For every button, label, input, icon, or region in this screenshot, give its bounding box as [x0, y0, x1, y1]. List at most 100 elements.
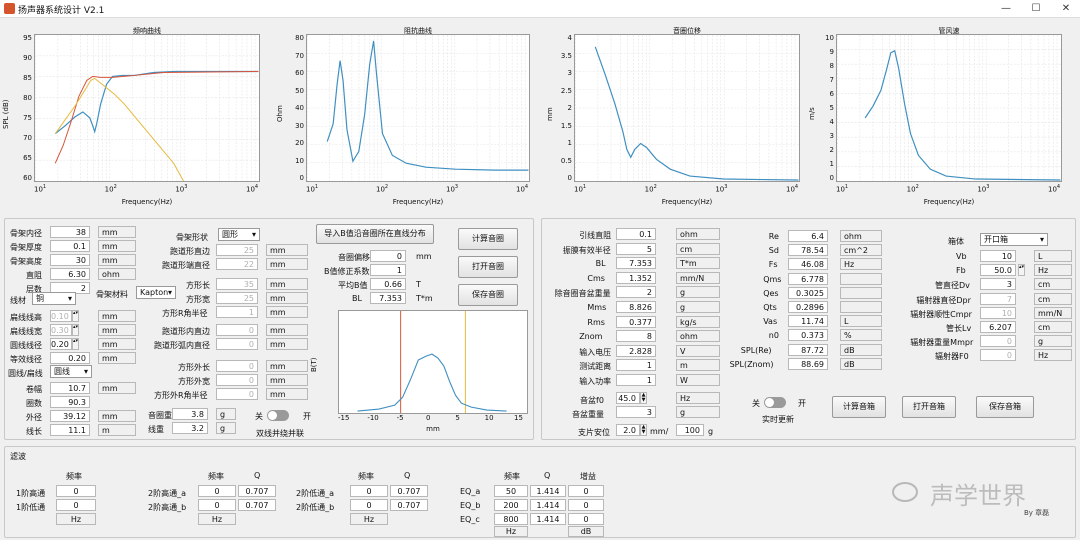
flat-wire-input[interactable]: 0.10	[50, 310, 72, 322]
ts-param-value: 0.373	[788, 329, 828, 342]
flat-wire-input[interactable]: 0.20	[50, 352, 90, 364]
xtick: 104	[516, 184, 529, 194]
coil-param-input[interactable]: 38	[50, 226, 90, 238]
b-field-plot[interactable]	[338, 310, 528, 414]
import-b-button[interactable]: 导入B值沿音圈所在直线分布	[316, 224, 434, 244]
eq-q[interactable]: 1.414	[530, 485, 566, 497]
shape-param-input[interactable]: 0	[216, 360, 258, 372]
hp2a-freq[interactable]: 0	[198, 485, 236, 497]
suspension-spinner[interactable]: ▲ ▼	[640, 424, 647, 436]
hp2a-q[interactable]: 0.707	[238, 485, 276, 497]
eq-q[interactable]: 1.414	[530, 513, 566, 525]
wire-shape-select[interactable]: 圆线	[50, 365, 92, 378]
flat-wire-input[interactable]: 0.20	[50, 338, 72, 350]
window-title: 扬声器系统设计 V2.1	[18, 6, 105, 16]
displacement-plot[interactable]	[574, 34, 800, 182]
flat-wire-spinner[interactable]: ▴▾	[72, 324, 79, 336]
ts-param-label: Fs	[768, 260, 778, 270]
hp2b-freq[interactable]: 0	[198, 499, 236, 511]
driver-param-input[interactable]: 1.352	[616, 271, 656, 284]
driver-param-input[interactable]: 2.828	[616, 344, 656, 357]
flat-wire-spinner[interactable]: ▴▾	[72, 310, 79, 322]
driver-param-input[interactable]: 2	[616, 286, 656, 299]
box-param-input[interactable]: 10	[980, 306, 1016, 319]
driver-param-input[interactable]: 1	[616, 374, 656, 386]
port-velocity-plot[interactable]	[836, 34, 1062, 182]
driver-param-input[interactable]: 8	[616, 330, 656, 343]
eq-q[interactable]: 1.414	[530, 499, 566, 511]
close-icon[interactable]: ✕	[1061, 3, 1071, 14]
maximize-icon[interactable]: ☐	[1031, 3, 1041, 14]
shape-param-input[interactable]: 0	[216, 338, 258, 350]
coil-param-input[interactable]: 30	[50, 254, 90, 266]
b-param-input[interactable]: 0.66	[370, 278, 406, 290]
b-param-input[interactable]: 1	[370, 264, 406, 276]
lp2b-q[interactable]: 0.707	[390, 499, 428, 511]
impedance-plot[interactable]	[306, 34, 530, 182]
eq-freq[interactable]: 200	[494, 499, 528, 511]
driver-param-input[interactable]: 7.353	[616, 257, 656, 270]
driver-param-unit: V	[676, 344, 720, 357]
shape-param-input[interactable]: 35	[216, 278, 258, 290]
eq-freq[interactable]: 800	[494, 513, 528, 525]
freq-response-plot[interactable]	[34, 34, 260, 182]
driver-param-input[interactable]: 0.377	[616, 315, 656, 328]
eq-freq[interactable]: 50	[494, 485, 528, 497]
shape-param-input[interactable]: 25	[216, 292, 258, 304]
driver-param-input[interactable]: 1	[616, 359, 656, 372]
box-param-input[interactable]: 10	[980, 250, 1016, 262]
driver-param-input[interactable]: 8.826	[616, 301, 656, 313]
eq-gain[interactable]: 0	[568, 485, 604, 497]
ts-param-label: Sd	[768, 246, 779, 256]
realtime-toggle[interactable]	[764, 397, 786, 408]
driver-param-input[interactable]: 0.1	[616, 228, 656, 240]
box-type-select[interactable]: 开口箱	[980, 233, 1048, 246]
lp2b-freq[interactable]: 0	[350, 499, 388, 511]
b-param-input[interactable]: 0	[370, 250, 406, 262]
ts-param-unit: L	[840, 315, 882, 328]
flat-wire-input[interactable]: 0.30	[50, 324, 72, 336]
suspension-input2[interactable]: 100	[676, 424, 704, 436]
cone-weight-input[interactable]: 3	[616, 406, 656, 418]
box-param-input[interactable]: 0	[980, 349, 1016, 362]
shape-param-input[interactable]: 0	[216, 374, 258, 386]
calc-box-button[interactable]: 计算音箱	[832, 396, 886, 418]
box-param-input[interactable]: 6.207	[980, 321, 1016, 333]
shape-param-input[interactable]: 22	[216, 258, 258, 270]
hp1-input[interactable]: 0	[56, 485, 96, 497]
box-param-input[interactable]: 7	[980, 292, 1016, 305]
box-param-input[interactable]: 0	[980, 335, 1016, 348]
suspension-input[interactable]: 2.0	[616, 424, 640, 436]
calc-coil-button[interactable]: 计算音圈	[458, 228, 518, 250]
save-box-button[interactable]: 保存音箱	[976, 396, 1034, 418]
shape-param-input[interactable]: 1	[216, 306, 258, 318]
open-coil-button[interactable]: 打开音圈	[458, 256, 518, 278]
box-fb-spinner[interactable]: ▴▾	[1018, 264, 1025, 277]
shape-param-input[interactable]: 25	[216, 244, 258, 256]
lp2a-freq[interactable]: 0	[350, 485, 388, 497]
eq-gain[interactable]: 0	[568, 513, 604, 525]
wire-select[interactable]: 铜	[32, 292, 76, 305]
shape-param-input[interactable]: 0	[216, 388, 258, 400]
b-param-input[interactable]: 7.353	[370, 292, 406, 304]
ytick: 85	[23, 74, 32, 82]
coil-param-input[interactable]: 0.1	[50, 240, 90, 252]
cone-f0-spinner[interactable]: ▲ ▼	[640, 392, 647, 404]
minimize-icon[interactable]: —	[1001, 3, 1011, 14]
open-box-button[interactable]: 打开音箱	[902, 396, 956, 418]
parallel-toggle[interactable]	[267, 410, 289, 421]
coil-param-input[interactable]: 6.30	[50, 268, 90, 280]
driver-param-input[interactable]: 5	[616, 242, 656, 255]
bobbin-material-select[interactable]: Kapton	[136, 286, 176, 299]
shape-param-input[interactable]: 0	[216, 324, 258, 336]
bobbin-shape-select[interactable]: 圆形	[218, 228, 260, 241]
hp2b-q[interactable]: 0.707	[238, 499, 276, 511]
flat-wire-spinner[interactable]: ▴▾	[72, 338, 79, 350]
eq-gain[interactable]: 0	[568, 499, 604, 511]
box-param-input[interactable]: 50.0	[980, 264, 1016, 277]
cone-f0-input[interactable]: 45.0	[616, 392, 640, 404]
lp1-input[interactable]: 0	[56, 499, 96, 511]
box-param-input[interactable]: 3	[980, 278, 1016, 291]
lp2a-q[interactable]: 0.707	[390, 485, 428, 497]
save-coil-button[interactable]: 保存音圈	[458, 284, 518, 306]
